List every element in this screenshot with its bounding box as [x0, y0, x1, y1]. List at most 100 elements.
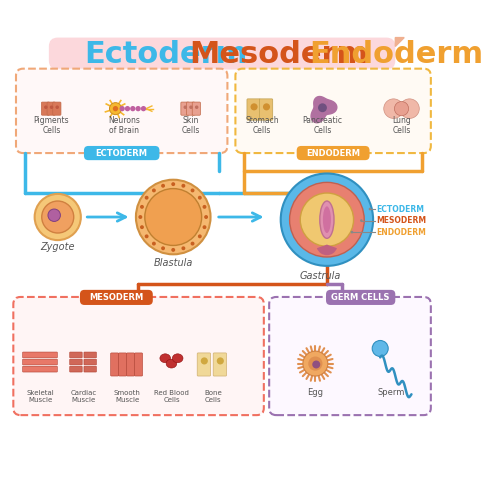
FancyBboxPatch shape — [192, 102, 200, 115]
Text: Sperm: Sperm — [377, 388, 404, 397]
FancyBboxPatch shape — [236, 68, 431, 153]
Circle shape — [290, 182, 364, 257]
Circle shape — [350, 231, 353, 233]
Text: Skin
Cells: Skin Cells — [182, 116, 200, 135]
Circle shape — [250, 103, 258, 110]
Text: Endoderm: Endoderm — [309, 40, 484, 69]
Text: ECTODERM: ECTODERM — [376, 204, 424, 214]
Circle shape — [138, 215, 142, 219]
Wedge shape — [317, 244, 337, 255]
FancyBboxPatch shape — [42, 102, 50, 115]
Circle shape — [110, 103, 122, 115]
FancyBboxPatch shape — [134, 353, 142, 376]
FancyBboxPatch shape — [16, 68, 228, 153]
Ellipse shape — [320, 201, 334, 238]
Text: Zygote: Zygote — [40, 242, 75, 252]
Circle shape — [202, 225, 206, 229]
Circle shape — [303, 351, 328, 376]
FancyBboxPatch shape — [70, 359, 82, 365]
Circle shape — [280, 174, 373, 266]
Circle shape — [195, 106, 198, 109]
Circle shape — [217, 357, 224, 364]
Text: ECTODERM: ECTODERM — [96, 148, 148, 158]
Ellipse shape — [323, 206, 331, 233]
FancyBboxPatch shape — [53, 102, 61, 115]
Text: Red Blood
Cells: Red Blood Cells — [154, 390, 189, 403]
Ellipse shape — [166, 359, 177, 368]
FancyBboxPatch shape — [80, 290, 153, 305]
Text: Stomach
Cells: Stomach Cells — [245, 116, 279, 135]
Circle shape — [312, 361, 320, 368]
FancyBboxPatch shape — [197, 353, 210, 376]
Circle shape — [182, 184, 186, 187]
Circle shape — [300, 193, 354, 246]
Circle shape — [263, 103, 270, 110]
Circle shape — [125, 106, 130, 111]
Circle shape — [400, 99, 419, 119]
Circle shape — [190, 241, 194, 245]
FancyBboxPatch shape — [110, 353, 118, 376]
FancyBboxPatch shape — [84, 352, 96, 358]
Circle shape — [161, 184, 165, 187]
Circle shape — [145, 188, 202, 245]
Circle shape — [204, 215, 208, 219]
Circle shape — [144, 196, 148, 200]
Text: Cardiac
Muscle: Cardiac Muscle — [70, 390, 97, 403]
FancyBboxPatch shape — [186, 102, 194, 115]
Circle shape — [50, 106, 54, 109]
Text: Egg: Egg — [308, 388, 324, 397]
Circle shape — [34, 194, 81, 240]
FancyBboxPatch shape — [14, 297, 264, 415]
FancyBboxPatch shape — [260, 99, 272, 120]
Text: Neurons
of Brain: Neurons of Brain — [108, 116, 140, 135]
Polygon shape — [396, 38, 404, 46]
Text: Lung
Cells: Lung Cells — [392, 116, 411, 135]
Circle shape — [190, 188, 194, 192]
Circle shape — [152, 188, 156, 192]
Circle shape — [384, 99, 404, 119]
FancyBboxPatch shape — [326, 290, 396, 305]
Circle shape — [360, 219, 362, 222]
Circle shape — [308, 357, 322, 371]
Circle shape — [172, 182, 175, 186]
Circle shape — [202, 205, 206, 209]
Circle shape — [141, 106, 146, 111]
Circle shape — [136, 180, 210, 254]
FancyBboxPatch shape — [213, 353, 226, 376]
Circle shape — [48, 209, 60, 221]
Circle shape — [144, 234, 148, 238]
Text: Gastrula: Gastrula — [299, 271, 341, 281]
Text: Pancreatic
Cells: Pancreatic Cells — [302, 116, 343, 135]
FancyBboxPatch shape — [49, 38, 396, 69]
Text: Smooth
Muscle: Smooth Muscle — [114, 390, 140, 403]
Circle shape — [201, 357, 208, 364]
Circle shape — [189, 106, 193, 109]
Ellipse shape — [172, 354, 183, 362]
FancyBboxPatch shape — [22, 352, 58, 358]
Text: GERM CELLS: GERM CELLS — [332, 293, 390, 302]
Text: Bone
Cells: Bone Cells — [204, 390, 222, 403]
Circle shape — [120, 106, 125, 111]
Circle shape — [198, 196, 202, 200]
Circle shape — [113, 106, 118, 111]
Text: Mesoderm: Mesoderm — [189, 40, 368, 69]
Circle shape — [182, 246, 186, 250]
Text: Skeletal
Muscle: Skeletal Muscle — [27, 390, 54, 403]
Circle shape — [172, 248, 175, 252]
Circle shape — [44, 106, 48, 109]
Text: MESODERM: MESODERM — [376, 216, 427, 225]
FancyBboxPatch shape — [126, 353, 134, 376]
Text: MESODERM: MESODERM — [89, 293, 144, 302]
FancyBboxPatch shape — [22, 359, 58, 365]
Circle shape — [152, 241, 156, 245]
Circle shape — [368, 208, 372, 210]
FancyBboxPatch shape — [84, 146, 160, 160]
Text: ENDODERM: ENDODERM — [306, 148, 360, 158]
Polygon shape — [311, 96, 337, 123]
Circle shape — [56, 106, 59, 109]
Circle shape — [130, 106, 136, 111]
Circle shape — [140, 225, 144, 229]
FancyBboxPatch shape — [70, 352, 82, 358]
Circle shape — [136, 106, 141, 111]
Circle shape — [161, 246, 165, 250]
